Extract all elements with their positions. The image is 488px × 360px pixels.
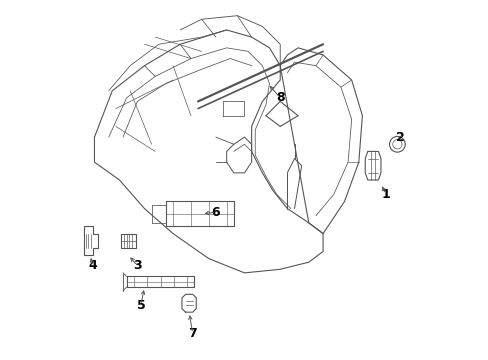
Text: 1: 1	[381, 188, 389, 201]
Text: 4: 4	[88, 259, 97, 272]
Text: 2: 2	[395, 131, 404, 144]
Text: 8: 8	[275, 91, 284, 104]
Text: 7: 7	[188, 327, 197, 340]
Text: 5: 5	[136, 298, 145, 311]
Text: 3: 3	[133, 259, 142, 272]
Text: 6: 6	[211, 206, 220, 219]
